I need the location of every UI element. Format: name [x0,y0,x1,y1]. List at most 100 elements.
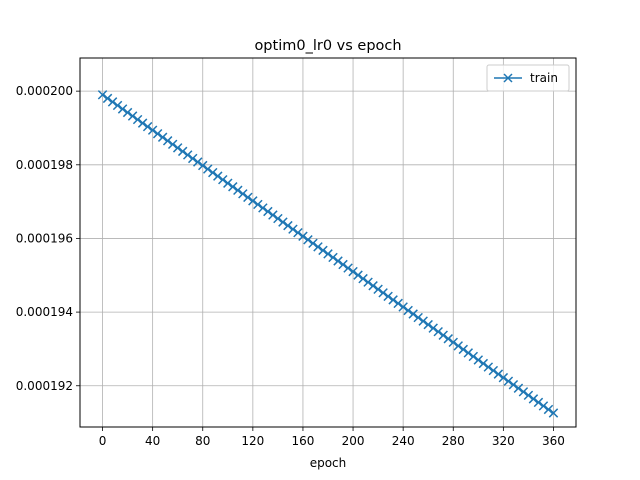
data-point [253,199,263,210]
data-point [348,266,358,277]
data-point [298,231,308,241]
data-point [533,397,544,408]
data-point [152,128,163,139]
data-point [107,97,118,107]
data-point [208,167,218,178]
data-point [167,139,178,150]
data-point [368,281,378,291]
data-point [448,337,458,348]
data-point [243,192,253,203]
data-point [198,160,208,171]
data-point [513,383,524,393]
data-point [473,355,484,365]
data-point [263,206,273,217]
data-point [363,277,373,287]
data-point [293,227,303,238]
data-point [132,114,143,125]
data-point [313,242,323,252]
data-point [223,178,233,188]
x-tick-label: 200 [342,434,365,448]
x-tick-label: 320 [492,434,515,448]
data-point [523,390,534,401]
data-point [142,121,153,132]
x-tick-label: 360 [542,434,565,448]
x-tick-label: 80 [195,434,210,448]
data-point [172,143,183,153]
y-axis-ticks: 0.000192 0.000194 0.000196 0.000198 0.000200 [16,84,80,393]
data-point [162,136,173,146]
data-point [97,90,108,100]
data-point [483,362,494,372]
data-point [458,344,469,355]
data-point [147,125,158,135]
x-tick-label: 160 [291,434,314,448]
x-tick-label: 120 [241,434,264,448]
data-point [137,118,148,128]
data-point [388,295,398,305]
data-point [468,351,479,362]
data-point [498,372,509,383]
y-tick-label: 0.000194 [16,305,73,319]
data-point [378,288,388,298]
data-point [102,93,113,104]
data-point [218,174,228,185]
y-tick-label: 0.000198 [16,158,73,172]
data-point [443,334,453,344]
data-point [398,302,408,312]
x-tick-label: 240 [392,434,415,448]
data-point [177,146,188,157]
data-point [478,358,489,369]
data-point [323,249,333,259]
data-point [328,252,338,263]
data-point [238,189,248,199]
data-point [433,326,443,337]
data-point [233,185,243,196]
data-point [213,171,223,181]
data-point [283,220,293,231]
data-point [273,213,283,224]
data-point [383,291,393,302]
data-point [157,132,168,142]
data-point [528,394,539,404]
data-point [353,270,363,280]
data-point [413,312,423,323]
data-point [453,341,463,351]
data-point [122,107,133,118]
data-point [408,309,418,319]
data-point [488,365,499,376]
chart-title: optim0_lr0 vs epoch [254,38,401,54]
legend-frame [486,64,570,92]
y-tick-label: 0.000196 [16,231,73,245]
x-axis-label: epoch [310,456,347,470]
series-train [97,90,559,418]
data-point [228,182,238,192]
data-point [318,245,328,256]
legend-label-train: train [530,71,558,85]
data-point [278,217,288,227]
legend: train [486,64,570,92]
data-point [268,210,278,220]
data-point [117,104,128,114]
data-point [423,319,433,330]
data-point [543,404,554,415]
data-point [508,379,519,390]
data-point [403,305,413,316]
data-point [303,235,313,245]
data-point [503,376,514,386]
data-point [288,224,298,234]
data-point [428,323,438,333]
data-point [393,298,403,309]
y-tick-label: 0.000192 [16,379,73,393]
data-point [438,330,448,340]
grid [80,58,576,427]
data-point [343,263,353,273]
x-tick-label: 280 [442,434,465,448]
plot-area-frame [79,57,577,428]
data-point [418,316,428,326]
data-point [538,401,549,411]
data-point [493,369,504,379]
data-point [258,203,268,213]
data-point [548,408,559,418]
data-point [182,150,193,160]
